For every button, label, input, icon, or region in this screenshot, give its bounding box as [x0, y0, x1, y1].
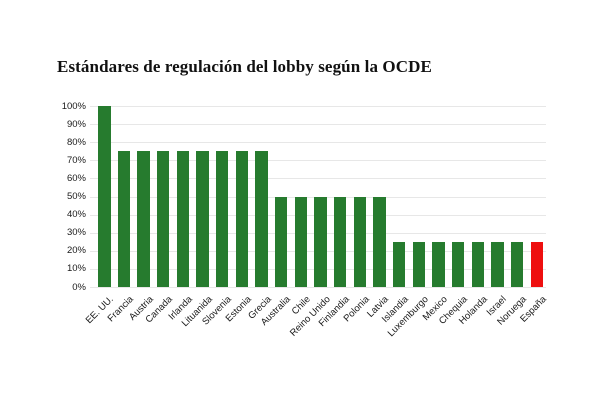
- y-tick-label: 20%: [66, 245, 86, 257]
- gridline: [90, 287, 546, 288]
- y-tick-label: 80%: [66, 136, 86, 148]
- bar-lituanida: [196, 151, 209, 287]
- bar-holanda: [471, 241, 485, 287]
- bar-austria: [137, 151, 150, 287]
- bar-noruega: [510, 241, 524, 287]
- bar-reino-unido: [314, 196, 327, 287]
- bar-israel: [491, 241, 504, 287]
- chart-title: Estándares de regulación del lobby según…: [57, 57, 432, 76]
- bar-chequia: [451, 241, 465, 287]
- bar-chile: [294, 196, 308, 287]
- bar-espa-a: [530, 241, 544, 287]
- y-tick-label: 50%: [66, 191, 86, 202]
- bar-australia: [274, 196, 288, 287]
- y-axis: 100% 90% 80% 70% 60% 50% 40% 30% 20% 10% 0%: [38, 101, 86, 293]
- bar-luxemburgo: [412, 241, 426, 287]
- bar-estonia: [235, 151, 249, 287]
- y-tick-label: 60%: [66, 172, 86, 184]
- y-tick-label: 30%: [66, 227, 86, 239]
- bar-ee-uu-: [98, 106, 111, 287]
- y-tick-label: 0%: [72, 281, 86, 293]
- bar-grecia: [255, 151, 268, 287]
- gridline: [90, 106, 546, 107]
- y-tick-label: 100%: [61, 100, 86, 112]
- bar-finlandia: [333, 196, 347, 287]
- gridline: [90, 178, 546, 180]
- bar-mexico: [432, 241, 445, 287]
- bar-slovenia: [215, 151, 229, 287]
- y-tick-label: 10%: [66, 263, 86, 275]
- plot-area: [90, 106, 546, 288]
- bar-canada: [156, 151, 170, 287]
- bar-latvia: [373, 196, 386, 287]
- bar-irlanda: [176, 151, 190, 287]
- gridline: [90, 142, 546, 144]
- y-tick-label: 70%: [66, 154, 86, 166]
- y-tick-label: 90%: [66, 118, 86, 130]
- gridline: [90, 160, 546, 162]
- gridline: [90, 124, 546, 126]
- bar-francia: [117, 151, 131, 287]
- bar-islandia: [392, 241, 406, 287]
- x-axis: EE. UU. Francia Austria Canada Irlanda Lituan…: [84, 288, 549, 368]
- bar-polonia: [353, 196, 367, 287]
- y-tick-label: 40%: [66, 209, 86, 221]
